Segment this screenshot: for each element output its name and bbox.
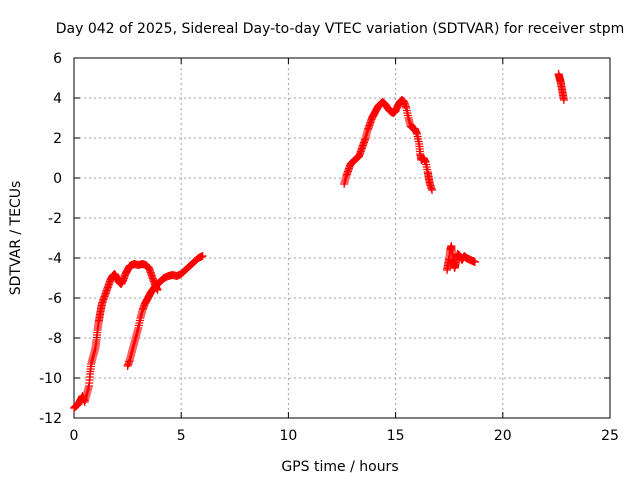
axis-ticks: 0 5 10 15 20 25 -12 -10 -8 -6 -4 -2 0 2 4 6	[39, 51, 619, 444]
data-point	[559, 96, 568, 104]
plot-frame	[73, 57, 611, 419]
y-tick-label: -2	[48, 211, 62, 227]
x-tick-label: 15	[387, 428, 405, 444]
series-arc-4	[443, 242, 479, 274]
y-tick-label: 0	[53, 171, 62, 187]
y-tick-label: -4	[48, 251, 62, 267]
x-axis-label: GPS time / hours	[281, 459, 398, 475]
data-point	[198, 252, 207, 260]
y-tick-label: 6	[53, 51, 62, 67]
y-tick-label: -12	[39, 411, 62, 427]
x-tick-label: 0	[70, 428, 79, 444]
series-arc-1	[70, 260, 162, 412]
y-tick-label: -6	[48, 291, 62, 307]
y-tick-label: 4	[53, 91, 62, 107]
x-tick-label: 25	[601, 428, 619, 444]
data-points	[70, 70, 568, 412]
y-tick-label: -8	[48, 331, 62, 347]
y-tick-label: -10	[39, 371, 62, 387]
y-axis-label: SDTVAR / TECUs	[8, 181, 24, 296]
x-tick-label: 5	[177, 428, 186, 444]
y-tick-label: 2	[53, 131, 62, 147]
data-point	[470, 258, 479, 266]
chart-title: Day 042 of 2025, Sidereal Day-to-day VTE…	[56, 21, 625, 37]
x-tick-label: 10	[279, 428, 297, 444]
grid-lines	[74, 58, 610, 418]
x-tick-label: 20	[494, 428, 512, 444]
series-arc-3	[340, 96, 437, 194]
series-arc-2	[123, 252, 207, 370]
series-arc-5	[554, 70, 568, 104]
data-point	[428, 186, 437, 194]
